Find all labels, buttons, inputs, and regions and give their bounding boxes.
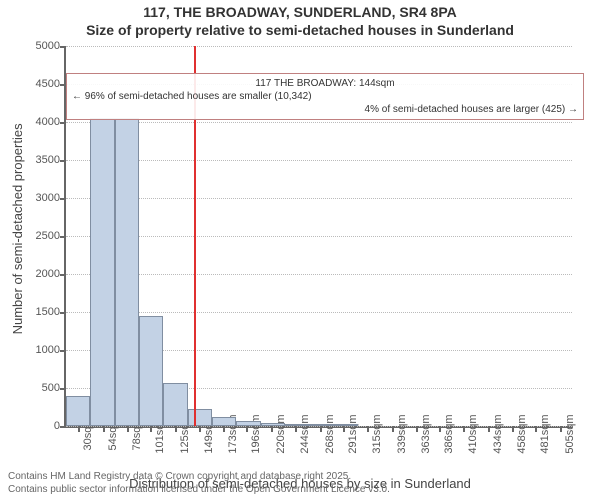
y-tick (60, 426, 66, 428)
annotation-line-3: 4% of semi-detached houses are larger (4… (72, 103, 578, 116)
x-tick-label: 315sqm (371, 414, 383, 453)
x-tick-label: 363sqm (420, 414, 432, 453)
x-tick (392, 426, 394, 432)
y-tick-label: 2500 (36, 230, 60, 242)
y-tick-label: 3000 (36, 192, 60, 204)
x-tick (535, 426, 537, 432)
x-tick (175, 426, 177, 432)
x-tick (512, 426, 514, 432)
histogram-bar (261, 423, 285, 426)
x-tick (295, 426, 297, 432)
x-tick-label: 339sqm (396, 414, 408, 453)
x-tick (127, 426, 129, 432)
y-tick-label: 1500 (36, 306, 60, 318)
histogram-bar (334, 424, 358, 426)
histogram-bar (139, 316, 163, 426)
annotation-line-1: 117 THE BROADWAY: 144sqm (72, 77, 578, 90)
histogram-bar (236, 421, 260, 426)
y-tick-label: 0 (54, 420, 60, 432)
x-tick (223, 426, 225, 432)
x-tick-label: 481sqm (539, 414, 551, 453)
footer-line-2: Contains public sector information licen… (8, 484, 592, 497)
histogram-bar (163, 383, 187, 426)
x-tick (246, 426, 248, 432)
y-tick (60, 236, 66, 238)
attribution-footer: Contains HM Land Registry data © Crown c… (8, 471, 592, 496)
gridline (66, 236, 572, 237)
histogram-bar (212, 417, 236, 426)
x-tick (78, 426, 80, 432)
x-tick-label: 505sqm (564, 414, 576, 453)
y-tick (60, 350, 66, 352)
x-tick (560, 426, 562, 432)
x-tick (367, 426, 369, 432)
y-tick-label: 1000 (36, 344, 60, 356)
y-tick-label: 5000 (36, 40, 60, 52)
y-tick-label: 500 (42, 382, 60, 394)
x-tick (463, 426, 465, 432)
x-tick-label: 434sqm (492, 414, 504, 453)
y-tick-label: 4000 (36, 116, 60, 128)
y-tick-label: 2000 (36, 268, 60, 280)
x-tick-label: 268sqm (324, 414, 336, 453)
y-tick (60, 312, 66, 314)
footer-line-1: Contains HM Land Registry data © Crown c… (8, 471, 592, 484)
histogram-bar (90, 118, 114, 426)
x-tick-label: 458sqm (516, 414, 528, 453)
y-tick (60, 122, 66, 124)
y-tick-label: 3500 (36, 154, 60, 166)
x-tick-label: 291sqm (347, 414, 359, 453)
x-tick (320, 426, 322, 432)
histogram-bar (285, 424, 309, 426)
histogram-bar (188, 409, 212, 426)
x-tick (103, 426, 105, 432)
histogram-bar (309, 424, 333, 426)
gridline (66, 160, 572, 161)
x-tick (343, 426, 345, 432)
x-tick (439, 426, 441, 432)
x-tick (199, 426, 201, 432)
annotation-line-2: ← 96% of semi-detached houses are smalle… (72, 90, 578, 103)
x-tick (150, 426, 152, 432)
plot-area: 0500100015002000250030003500400045005000… (64, 46, 572, 428)
chart-title-1: 117, THE BROADWAY, SUNDERLAND, SR4 8PA (0, 4, 600, 20)
annotation-box: 117 THE BROADWAY: 144sqm← 96% of semi-de… (66, 73, 584, 120)
x-tick-label: 220sqm (275, 414, 287, 453)
y-tick (60, 46, 66, 48)
gridline (66, 122, 572, 123)
x-tick-label: 410sqm (467, 414, 479, 453)
gridline (66, 46, 572, 47)
y-axis-label: Number of semi-detached properties (10, 123, 25, 334)
y-tick (60, 160, 66, 162)
gridline (66, 312, 572, 313)
x-tick (271, 426, 273, 432)
x-tick (488, 426, 490, 432)
chart-title-2: Size of property relative to semi-detach… (0, 22, 600, 38)
gridline (66, 198, 572, 199)
y-tick (60, 198, 66, 200)
y-tick-label: 4500 (36, 78, 60, 90)
histogram-bar (115, 118, 139, 426)
x-tick (416, 426, 418, 432)
gridline (66, 274, 572, 275)
y-tick (60, 388, 66, 390)
x-tick-label: 244sqm (299, 414, 311, 453)
histogram-bar (66, 396, 90, 426)
y-tick (60, 274, 66, 276)
x-tick-label: 386sqm (443, 414, 455, 453)
